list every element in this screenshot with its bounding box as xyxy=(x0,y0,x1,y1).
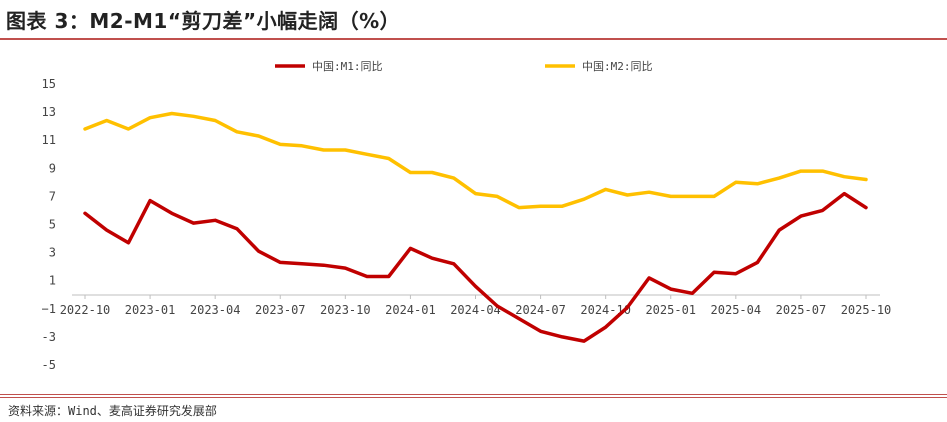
y-tick-label: 3 xyxy=(49,246,56,260)
y-tick-label: -3 xyxy=(42,330,56,344)
x-tick-label: 2024-01 xyxy=(385,303,436,317)
title-underline xyxy=(0,38,947,40)
x-tick-label: 2025-04 xyxy=(711,303,762,317)
y-tick-label: 15 xyxy=(42,77,56,91)
y-tick-label: −1 xyxy=(42,302,56,316)
x-tick-label: 2024-04 xyxy=(450,303,501,317)
line-chart: 中国:M1:同比 中国:M2:同比 15 13 11 9 7 5 3 1 −1 -3 -5 2022-… xyxy=(42,60,892,372)
series-line-m1 xyxy=(83,191,868,343)
chart-title: 图表 3：M2-M1“剪刀差”小幅走阔（%） xyxy=(6,9,401,33)
y-tick-label: 9 xyxy=(49,161,56,175)
x-tick-label: 2022-10 xyxy=(60,303,111,317)
x-tick-label: 2024-07 xyxy=(515,303,566,317)
x-tick-label: 2025-10 xyxy=(841,303,892,317)
x-tick-label: 2023-07 xyxy=(255,303,306,317)
x-tick-label: 2023-01 xyxy=(125,303,176,317)
series-group xyxy=(83,111,868,343)
y-tick-label: 7 xyxy=(49,189,56,203)
y-tick-label: 5 xyxy=(49,218,56,232)
x-tick-label: 2025-07 xyxy=(776,303,827,317)
y-axis: 15 13 11 9 7 5 3 1 −1 -3 -5 xyxy=(42,77,56,372)
chart-legend: 中国:M1:同比 中国:M2:同比 xyxy=(275,60,653,73)
x-tick-label: 2023-04 xyxy=(190,303,241,317)
y-tick-label: -5 xyxy=(42,358,56,372)
x-tick-label: 2025-01 xyxy=(645,303,696,317)
footer-rule-secondary xyxy=(0,397,947,398)
series-line-m2 xyxy=(83,111,868,210)
footer-rule xyxy=(0,394,947,395)
y-tick-label: 1 xyxy=(49,274,56,288)
legend-label: 中国:M2:同比 xyxy=(582,60,653,73)
legend-label: 中国:M1:同比 xyxy=(312,60,383,73)
x-axis: 2022-10 2023-01 2023-04 2023-07 2023-10 2024-… xyxy=(60,295,892,317)
source-note: 资料来源：Wind、麦高证券研究发展部 xyxy=(8,404,217,418)
y-tick-label: 11 xyxy=(42,133,56,147)
y-tick-label: 13 xyxy=(42,105,56,119)
x-tick-label: 2023-10 xyxy=(320,303,371,317)
